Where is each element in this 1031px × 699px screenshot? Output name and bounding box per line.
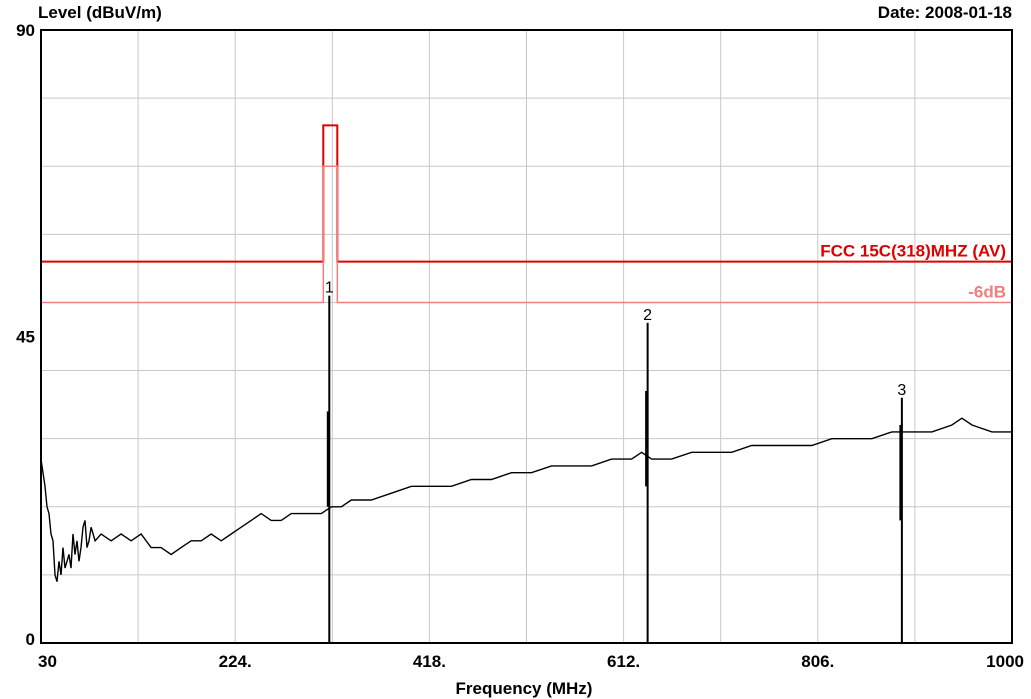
marker-spikes: 1 2 3: [325, 280, 906, 643]
spike-marker-label: 2: [643, 307, 652, 324]
x-tick-label: 30: [38, 652, 57, 671]
limit-lines: FCC 15C(318)MHZ (AV) -6dB: [41, 124, 1012, 304]
limit-line-label: -6dB: [968, 282, 1006, 301]
plot-frame: [40, 29, 1013, 644]
date-label: Date: 2008-01-18: [878, 3, 1012, 22]
x-tick-label: 418.: [413, 652, 446, 671]
spectrum-trace: [40, 417, 1012, 582]
y-tick-label: 90: [16, 21, 35, 40]
limit-line: [41, 165, 1012, 304]
x-tick-label: 806.: [801, 652, 834, 671]
x-axis-label: Frequency (MHz): [456, 679, 593, 698]
x-tick-label: 612.: [607, 652, 640, 671]
limit-line-label: FCC 15C(318)MHZ (AV): [820, 242, 1006, 261]
x-tick-labels: 30 224. 418. 612. 806. 1000: [38, 652, 1024, 671]
series-line: [40, 417, 1012, 582]
spike-marker-label: 1: [325, 280, 334, 297]
grid: [41, 30, 1012, 643]
y-tick-label: 0: [26, 630, 35, 649]
x-tick-label: 224.: [219, 652, 252, 671]
spike-marker-label: 3: [897, 382, 906, 399]
y-axis-label: Level (dBuV/m): [38, 3, 162, 22]
limit-line: [41, 124, 1012, 263]
y-tick-labels: 0 45 90: [16, 21, 35, 649]
x-tick-label: 1000: [986, 652, 1024, 671]
y-tick-label: 45: [16, 328, 35, 347]
